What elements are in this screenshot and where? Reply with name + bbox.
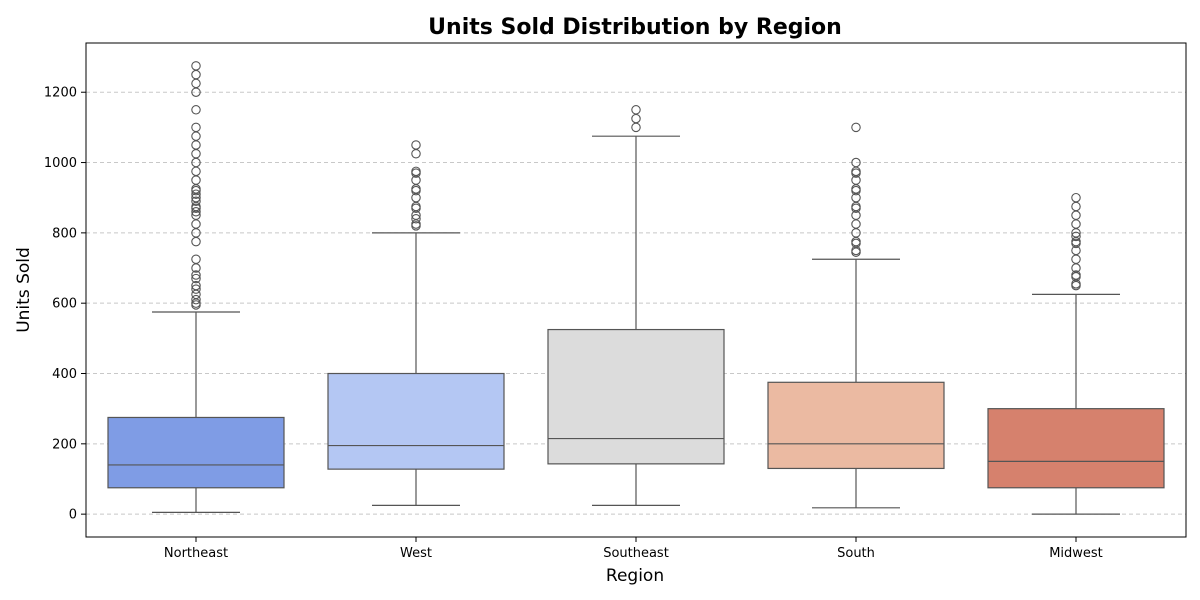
outlier-point bbox=[191, 189, 201, 199]
y-tick-label: 600 bbox=[52, 297, 77, 312]
iqr-box bbox=[767, 381, 945, 470]
x-tick-label: Southeast bbox=[603, 546, 669, 561]
outlier-point bbox=[191, 122, 201, 133]
outlier-point bbox=[191, 273, 201, 284]
box-group-west bbox=[327, 140, 505, 506]
outlier-point bbox=[851, 157, 861, 168]
outlier-point bbox=[411, 214, 421, 224]
iqr-box bbox=[547, 328, 725, 465]
x-axis-label: Region bbox=[606, 566, 664, 586]
x-tick-label: South bbox=[837, 546, 875, 561]
outlier-point bbox=[191, 284, 201, 294]
chart-title: Units Sold Distribution by Region bbox=[428, 15, 842, 40]
outlier-point bbox=[411, 140, 421, 150]
outlier-point bbox=[191, 105, 201, 115]
x-tick-label: Northeast bbox=[164, 546, 228, 561]
outlier-point bbox=[1071, 192, 1081, 203]
y-axis-label: Units Sold bbox=[14, 247, 34, 333]
box-group-northeast bbox=[107, 61, 285, 513]
outlier-point bbox=[191, 207, 201, 217]
box-group-south bbox=[767, 122, 945, 509]
outlier-point bbox=[191, 254, 201, 264]
y-tick-label: 0 bbox=[69, 508, 77, 523]
y-tick-label: 200 bbox=[52, 437, 77, 452]
outlier-point bbox=[411, 166, 421, 177]
plot-frame bbox=[85, 42, 1187, 538]
y-tick-label: 1200 bbox=[44, 86, 77, 101]
y-tick-label: 400 bbox=[52, 367, 77, 382]
outlier-point bbox=[851, 122, 861, 133]
boxes bbox=[107, 61, 1165, 515]
outlier-point bbox=[191, 270, 201, 280]
x-tick-label: Midwest bbox=[1049, 546, 1103, 561]
iqr-box bbox=[107, 416, 285, 489]
x-tick-label: West bbox=[400, 546, 432, 561]
outlier-point bbox=[191, 294, 201, 305]
outlier-point bbox=[1071, 270, 1081, 280]
y-tick-label: 800 bbox=[52, 226, 77, 241]
outlier-point bbox=[191, 61, 201, 71]
outlier-point bbox=[191, 196, 201, 206]
y-tick-label: 1000 bbox=[44, 156, 77, 171]
iqr-box bbox=[327, 372, 505, 470]
box-group-midwest bbox=[987, 192, 1165, 515]
outlier-point bbox=[191, 280, 201, 291]
box-group-southeast bbox=[547, 105, 725, 506]
iqr-box bbox=[987, 408, 1165, 489]
axis-ticks: 0 200 400 600 800 1000 1200 Northeast West Southe… bbox=[44, 86, 1103, 561]
outlier-point bbox=[631, 105, 641, 115]
outlier-point bbox=[1071, 231, 1081, 242]
